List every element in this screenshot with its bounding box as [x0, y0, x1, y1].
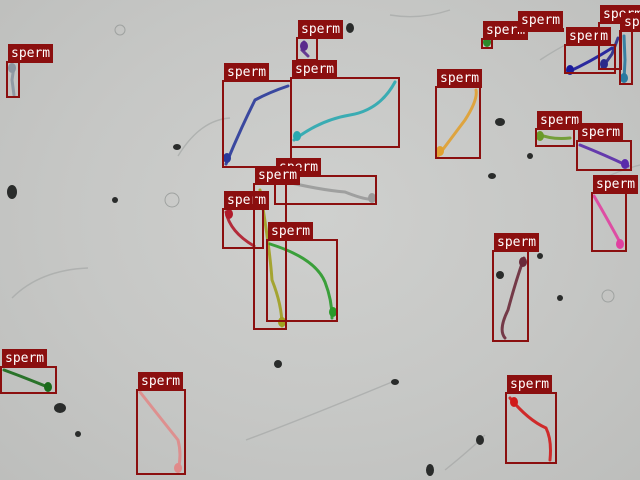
class-label: sperm [483, 21, 529, 40]
bounding-box: sperm [296, 20, 344, 61]
bounding-box: sperm [492, 233, 540, 342]
sperm-mask [292, 80, 397, 142]
class-label: sperm [494, 233, 540, 252]
sperm-mask [508, 396, 552, 462]
class-label: sperm [255, 166, 301, 185]
class-label: sperm [437, 69, 483, 88]
class-label: sperm [578, 123, 624, 142]
sperm-mask [500, 256, 527, 340]
class-label: sperm [518, 11, 564, 30]
class-label: sperm [224, 191, 270, 210]
sperm-mask [600, 36, 620, 70]
bounding-box: sperm [0, 349, 57, 394]
sperm-mask [223, 84, 290, 166]
class-label: sperm [8, 44, 54, 63]
sperm-mask [578, 143, 630, 169]
class-label: sperm [537, 111, 583, 130]
bounding-box: sperm [136, 372, 186, 475]
bounding-box: sperm [290, 60, 400, 148]
class-label: sperm [621, 13, 640, 32]
sperm-mask [258, 188, 286, 328]
bounding-box: sperm [266, 222, 338, 322]
bounding-box: sperm [591, 175, 639, 252]
bounding-box: sperm [6, 44, 54, 98]
bounding-box: sperm [222, 191, 270, 249]
bounding-box: sperm [619, 13, 640, 85]
sperm-mask [620, 34, 628, 83]
sperm-mask [8, 63, 16, 97]
class-label: sperm [298, 20, 344, 39]
sperm-mask [300, 40, 310, 58]
bounding-box: sperm [481, 21, 529, 49]
bounding-box: sperm [576, 123, 632, 171]
class-label: sperm [268, 222, 314, 241]
bounding-box: sperm [505, 375, 557, 464]
sperm-mask [268, 242, 337, 320]
bounding-box: sperm [222, 63, 292, 168]
class-label: sperm [292, 60, 338, 79]
bounding-box: sperm [535, 111, 583, 147]
sperm-mask [224, 209, 256, 248]
bounding-box: sperm [516, 11, 564, 32]
class-label: sperm [224, 63, 270, 82]
sperm-mask [536, 131, 572, 141]
sperm-mask [592, 194, 624, 249]
sperm-mask [2, 368, 52, 392]
bounding-box: sperm [253, 166, 301, 330]
class-label: sperm [138, 372, 184, 391]
class-label: sperm [507, 375, 553, 394]
sperm-mask [138, 390, 182, 473]
class-label: sperm [593, 175, 639, 194]
class-label: sperm [2, 349, 48, 368]
sperm-mask [436, 88, 478, 158]
bounding-box: sperm [435, 69, 483, 159]
